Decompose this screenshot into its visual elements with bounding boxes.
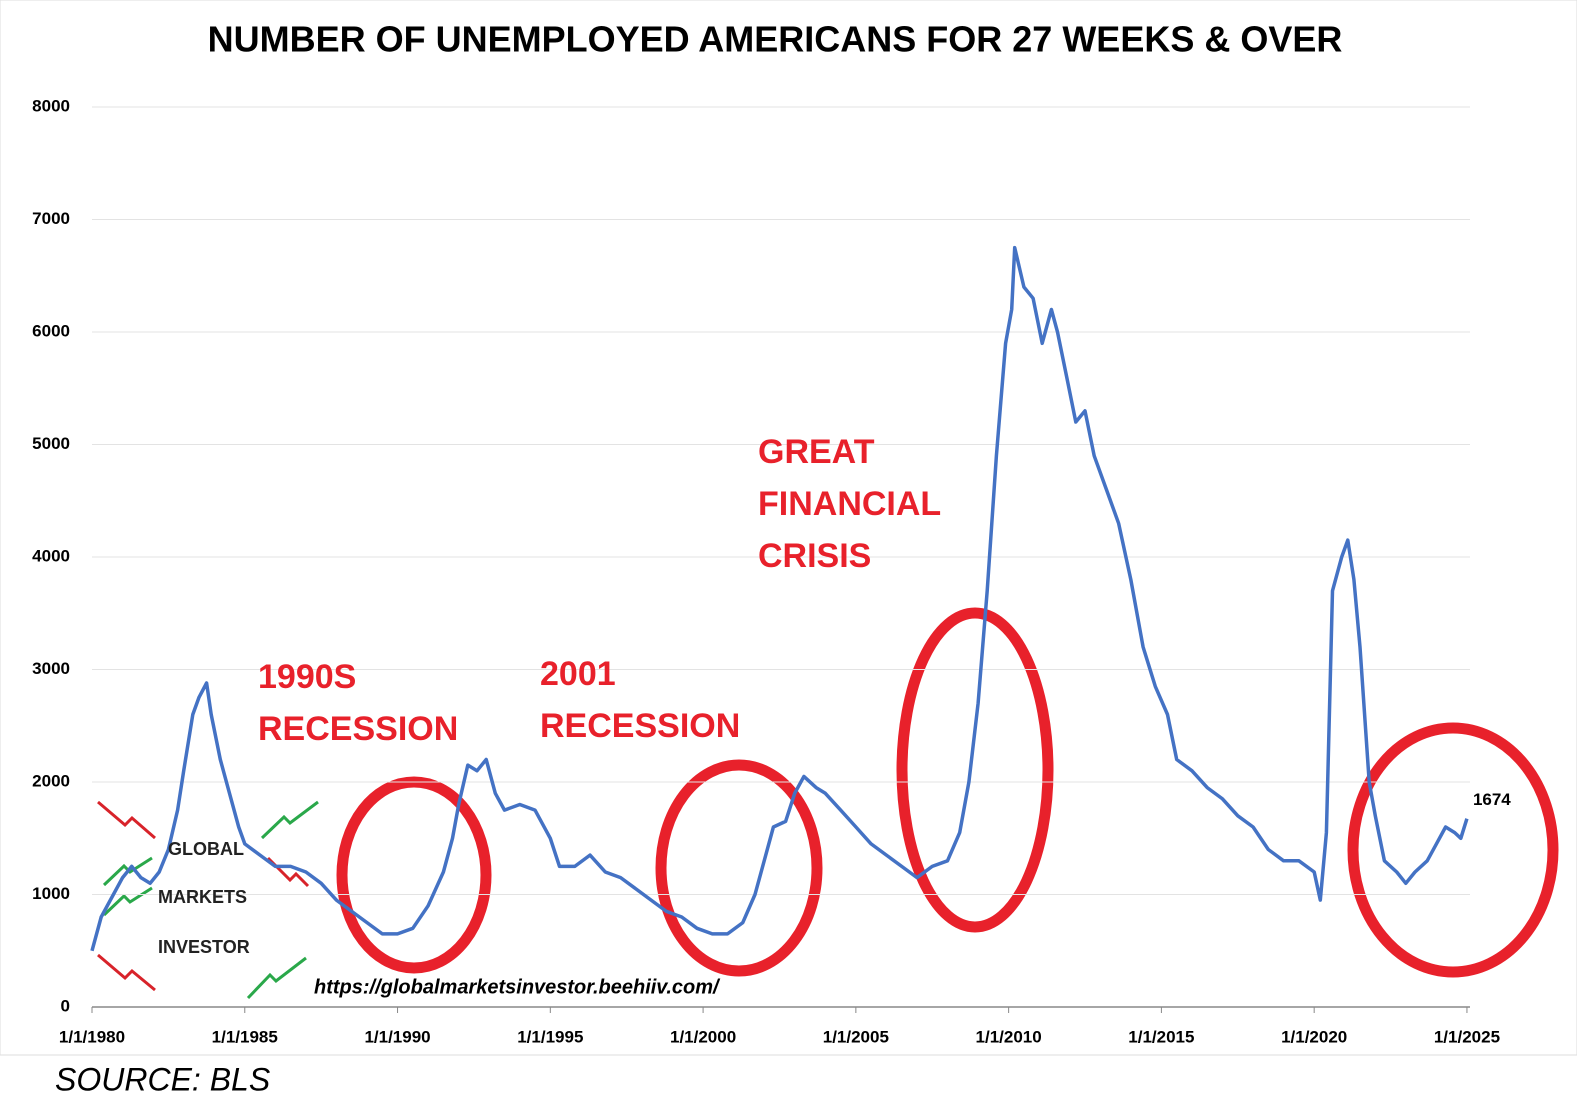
x-tick-label: 1/1/1985 (212, 1027, 278, 1046)
plot: 0 1000 2000 3000 4000 5000 6000 7000 8000 1/1/198… (32, 96, 1511, 1046)
logo-text: INVESTOR (158, 937, 250, 957)
y-tick-label: 3000 (32, 659, 70, 678)
y-tick-label: 8000 (32, 96, 70, 115)
y-tick-label: 0 (61, 996, 70, 1015)
x-tick-label: 1/1/2025 (1434, 1027, 1500, 1046)
annotation: RECESSION (540, 707, 740, 745)
x-tick-label: 1/1/2005 (823, 1027, 889, 1046)
annotation: RECESSION (258, 710, 458, 748)
logo-text: GLOBAL (168, 839, 244, 859)
annotation: FINANCIAL (758, 485, 941, 523)
y-tick-label: 2000 (32, 771, 70, 790)
annotation: CRISIS (758, 537, 871, 575)
data-label: 1674 (1473, 790, 1511, 809)
annotation: 1990S (258, 658, 356, 696)
circle (655, 759, 823, 977)
x-tick-label: 1/1/2015 (1128, 1027, 1194, 1046)
x-tick-label: 1/1/1980 (59, 1027, 125, 1046)
circle (1347, 722, 1559, 978)
y-tick-label: 1000 (32, 884, 70, 903)
logo-text: MARKETS (158, 887, 247, 907)
url: https://globalmarketsinvestor.beehiiv.co… (314, 976, 721, 998)
chart-title: NUMBER OF UNEMPLOYED AMERICANS FOR 27 WE… (208, 19, 1343, 60)
y-tick-label: 4000 (32, 546, 70, 565)
y-tick-label: 7000 (32, 209, 70, 228)
annotation: 2001 (540, 655, 616, 693)
source: SOURCE: BLS (55, 1061, 270, 1097)
x-tick-label: 1/1/1990 (364, 1027, 430, 1046)
y-tick-label: 5000 (32, 434, 70, 453)
x-tick-label: 1/1/2010 (976, 1027, 1042, 1046)
line (90, 245, 1469, 952)
y-tick-label: 6000 (32, 321, 70, 340)
circle (896, 607, 1054, 933)
x-tick-label: 1/1/2020 (1281, 1027, 1347, 1046)
x-tick-label: 1/1/2000 (670, 1027, 736, 1046)
x-tick-label: 1/1/1995 (517, 1027, 583, 1046)
annotation: GREAT (758, 433, 875, 471)
